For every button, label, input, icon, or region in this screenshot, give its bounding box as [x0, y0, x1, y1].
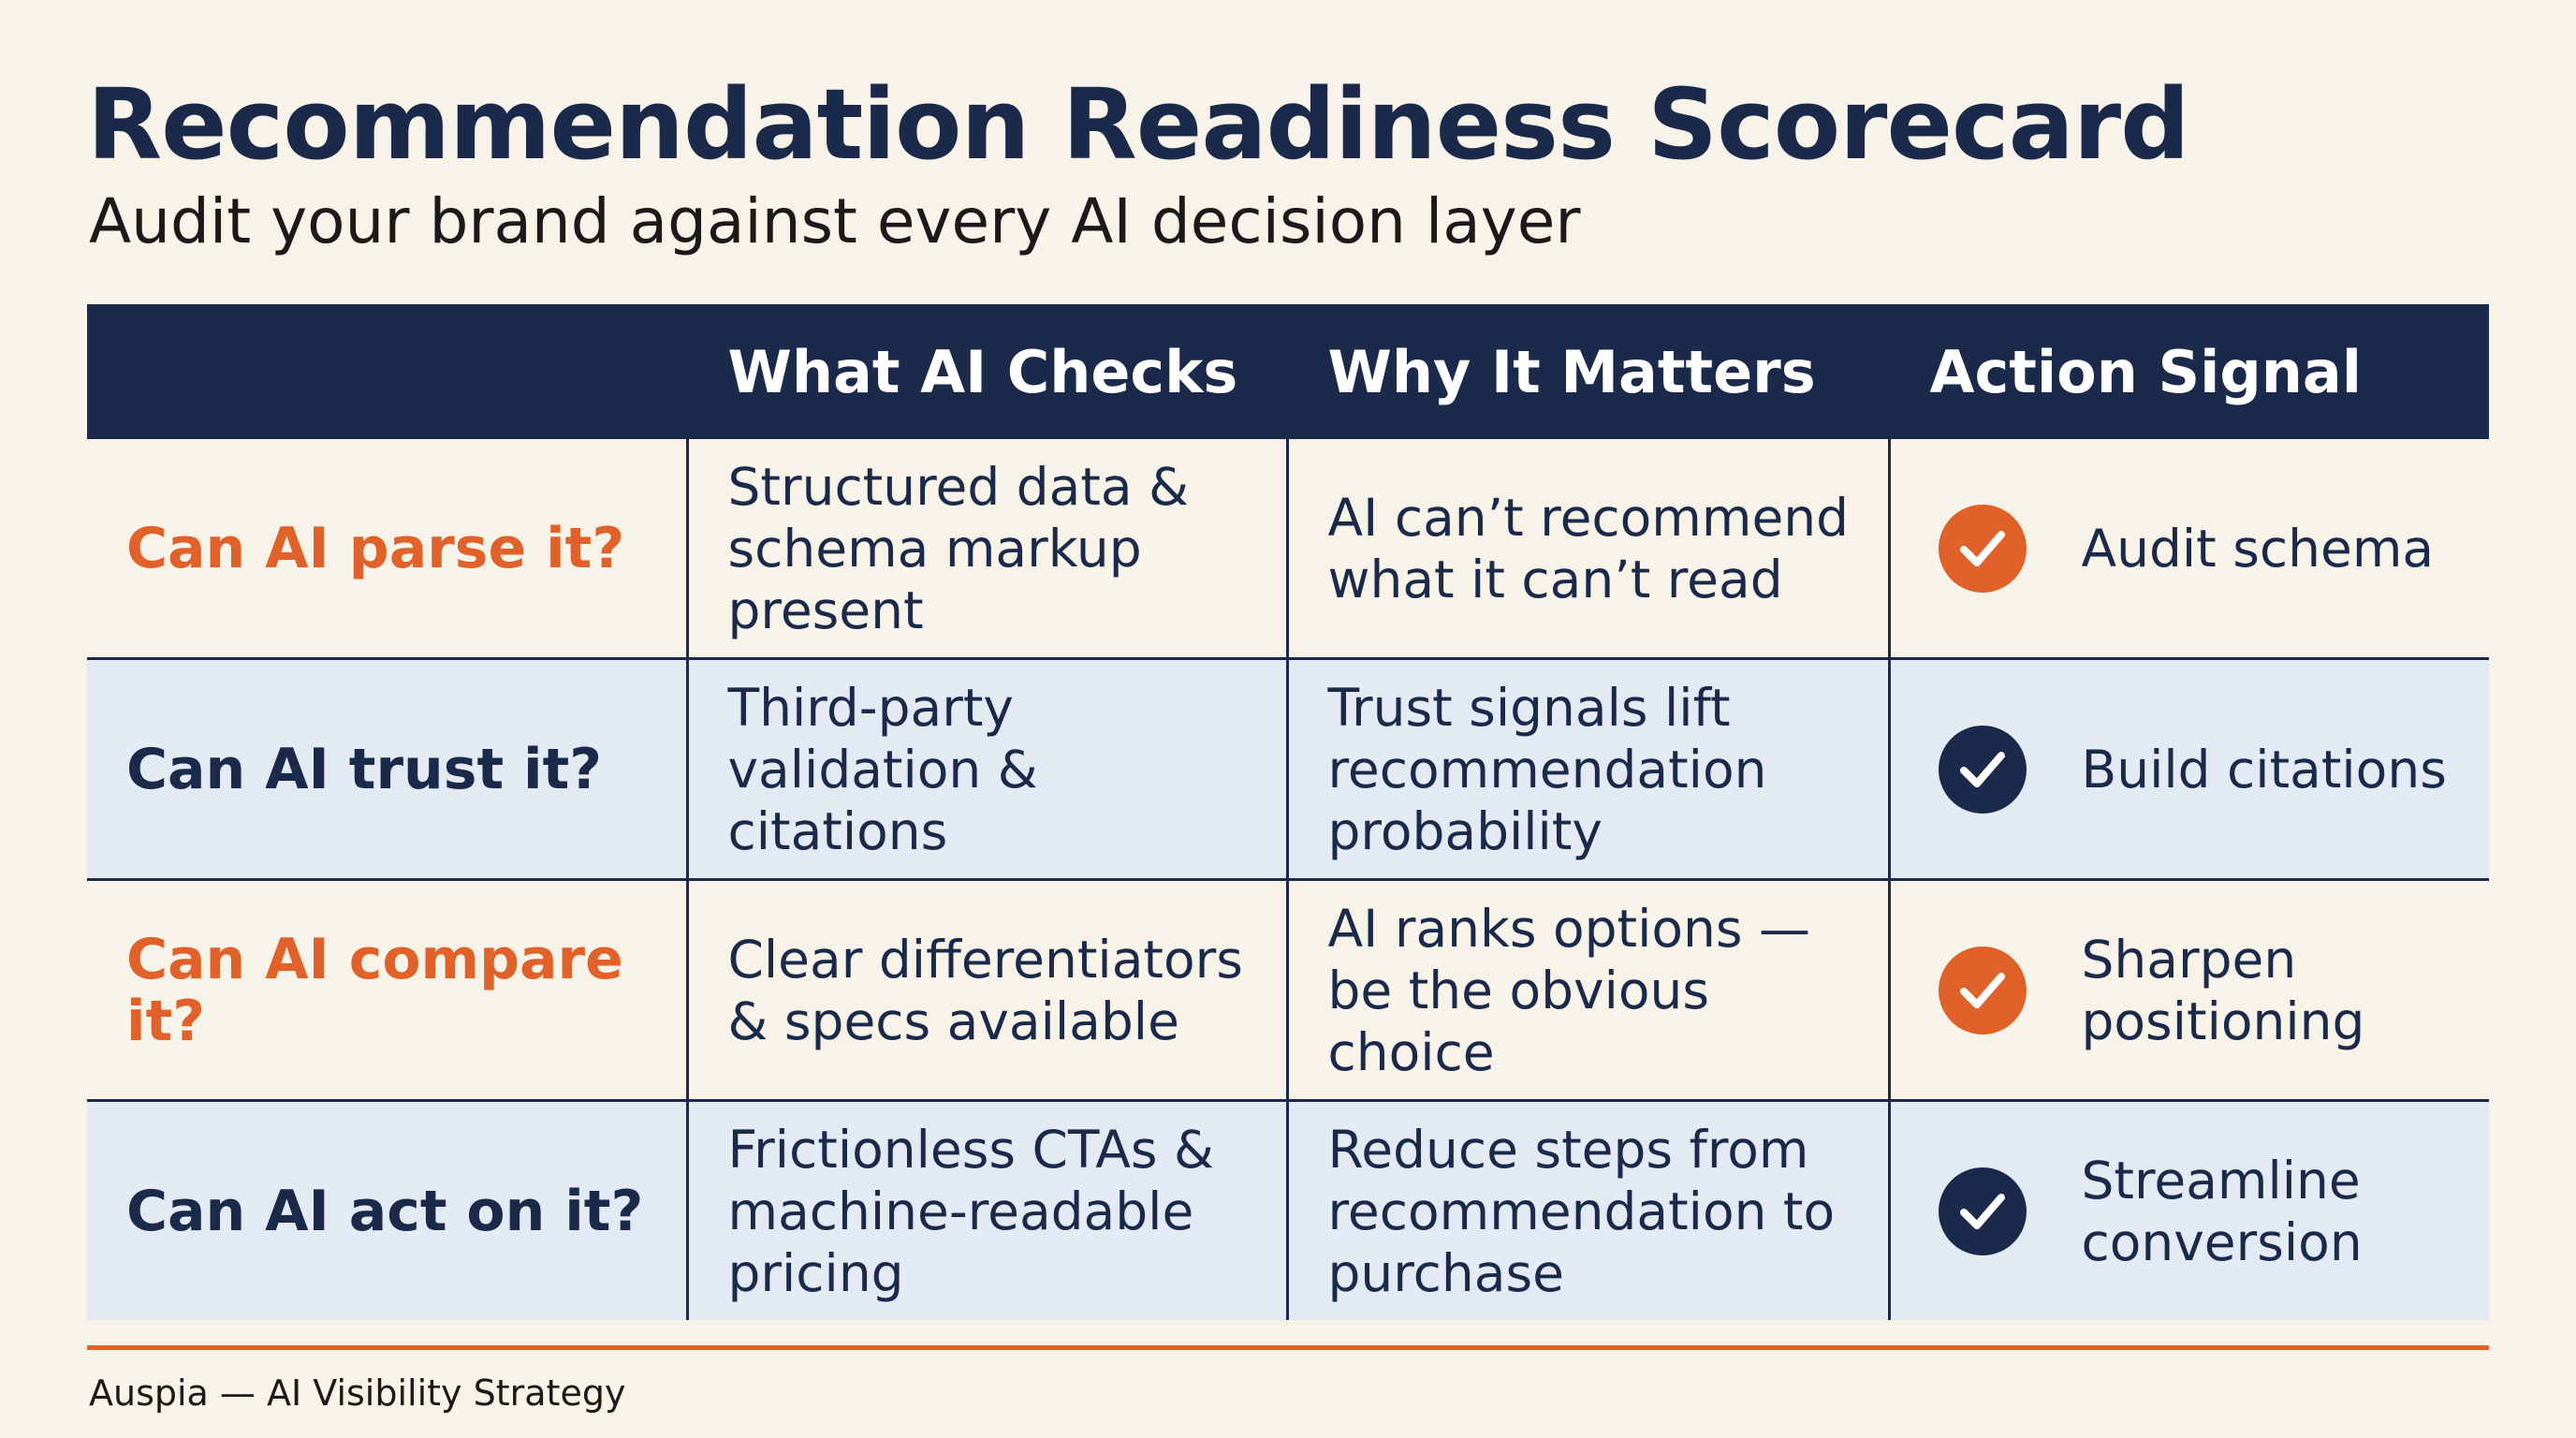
icon-check	[1959, 972, 2005, 1008]
matters-cell: AI can’t recommend what it can’t read	[1285, 436, 1891, 660]
action-signal: Sharpen positioning	[1930, 929, 2477, 1052]
action-cell: Audit schema	[1887, 436, 2489, 660]
action-signal: Build citations	[1930, 725, 2477, 814]
checks-cell: Third-party validation & citations	[685, 657, 1289, 881]
action-text: Sharpen positioning	[2081, 929, 2365, 1051]
check-icon	[1938, 946, 2027, 1034]
check-icon	[1938, 1167, 2027, 1255]
icon-circle	[1938, 504, 2027, 593]
table-row: Can AI parse it? Structured data & schema…	[87, 436, 2489, 660]
header-cell: What AI Checks	[685, 304, 1289, 439]
footer-rule	[87, 1345, 2489, 1350]
icon-circle	[1938, 946, 2027, 1034]
row-label: Can AI compare it?	[87, 878, 689, 1102]
footer: Auspia — AI Visibility Strategy	[89, 1372, 626, 1414]
icon-check	[1959, 530, 2005, 566]
subtitle: Audit your brand against every AI decisi…	[89, 185, 1581, 257]
table-row: Can AI compare it? Clear differentiators …	[87, 878, 2489, 1102]
check-icon	[1938, 504, 2027, 593]
row-label: Can AI trust it?	[87, 657, 689, 881]
scorecard-table: What AI Checks Why It Matters Action Sig…	[87, 304, 2489, 1320]
action-text: Build citations	[2081, 739, 2447, 800]
row-label: Can AI act on it?	[87, 1099, 689, 1320]
table-header: What AI Checks Why It Matters Action Sig…	[87, 304, 2489, 439]
icon-circle	[1938, 1167, 2027, 1255]
header-cell: Action Signal	[1887, 304, 2489, 439]
action-cell: Sharpen positioning	[1887, 878, 2489, 1102]
row-label: Can AI parse it?	[87, 436, 689, 660]
action-signal: Streamline conversion	[1930, 1150, 2477, 1273]
matters-cell: Reduce steps from recommendation to purc…	[1285, 1099, 1891, 1320]
checks-cell: Frictionless CTAs & machine-readable pri…	[685, 1099, 1289, 1320]
matters-cell: Trust signals lift recommendation probab…	[1285, 657, 1891, 881]
action-signal: Audit schema	[1930, 504, 2477, 594]
table-row: Can AI act on it? Frictionless CTAs & mac…	[87, 1099, 2489, 1320]
action-text: Audit schema	[2081, 518, 2435, 579]
table-body: Can AI parse it? Structured data & schema…	[87, 436, 2489, 1320]
checks-cell: Structured data & schema markup present	[685, 436, 1289, 660]
header-cell	[87, 304, 689, 439]
icon-check	[1959, 751, 2005, 787]
matters-cell: AI ranks options — be the obvious choice	[1285, 878, 1891, 1102]
header-row: What AI Checks Why It Matters Action Sig…	[87, 304, 2489, 439]
checks-cell: Clear differentiators & specs available	[685, 878, 1289, 1102]
check-icon	[1938, 725, 2027, 814]
table-row: Can AI trust it? Third-party validation &…	[87, 657, 2489, 881]
action-text: Streamline conversion	[2081, 1150, 2363, 1272]
action-cell: Build citations	[1887, 657, 2489, 881]
action-cell: Streamline conversion	[1887, 1099, 2489, 1320]
title: Recommendation Readiness Scorecard	[87, 67, 2190, 182]
header-cell: Why It Matters	[1285, 304, 1891, 439]
icon-circle	[1938, 725, 2027, 814]
icon-check	[1959, 1193, 2005, 1229]
